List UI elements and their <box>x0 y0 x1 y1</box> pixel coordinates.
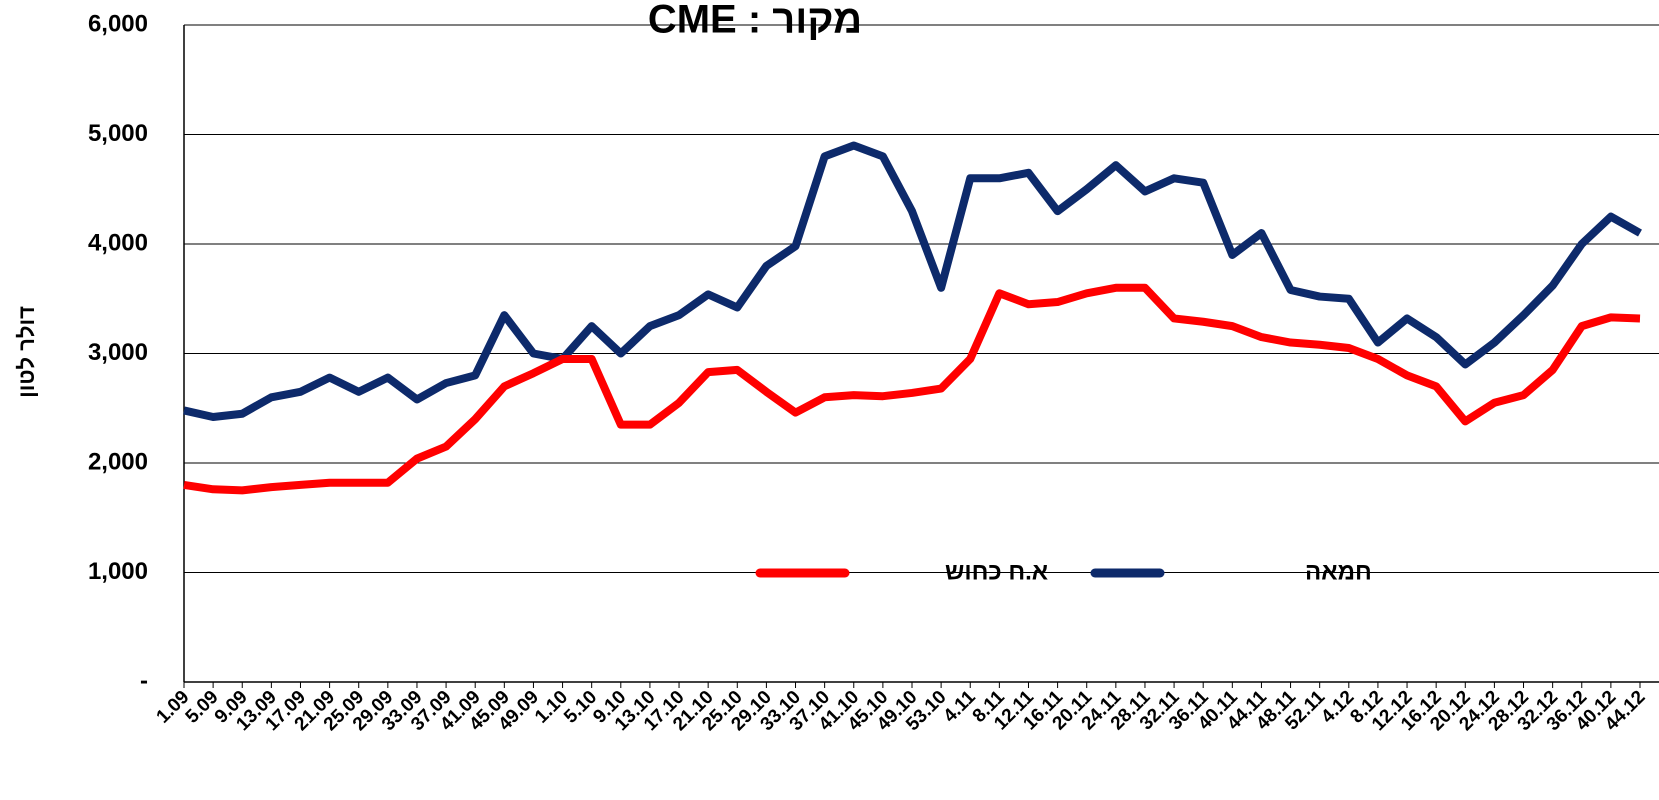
y-axis-label: דולר לטון <box>14 306 39 398</box>
series-line <box>183 141 1642 422</box>
y-tick-label: 3,000 <box>88 339 148 366</box>
chart-title: מקור : CME <box>648 0 862 42</box>
y-tick-label: 6,000 <box>88 10 148 37</box>
series-line <box>183 283 1641 495</box>
y-tick-label: 4,000 <box>88 229 148 256</box>
legend-label: א.ח כחוש <box>945 558 1048 585</box>
legend-label: חמאה <box>1305 558 1372 585</box>
y-tick-label: 5,000 <box>88 120 148 147</box>
y-tick-label: 1,000 <box>88 558 148 585</box>
y-tick-label: 2,000 <box>88 448 148 475</box>
y-tick-label: - <box>140 667 148 694</box>
